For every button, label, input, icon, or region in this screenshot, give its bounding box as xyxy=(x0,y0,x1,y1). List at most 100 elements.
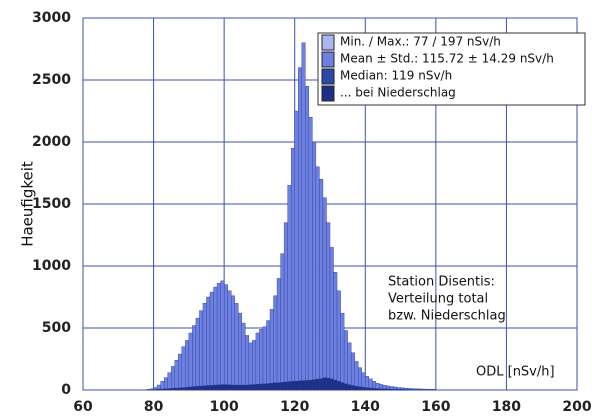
bar xyxy=(160,381,165,391)
bar xyxy=(206,296,211,391)
bar-series xyxy=(266,383,271,391)
legend-label: Min. / Max.: 77 / 197 nSv/h xyxy=(340,35,501,49)
bar-series xyxy=(368,387,373,391)
bar xyxy=(319,178,324,391)
bar xyxy=(230,295,235,391)
bar-series xyxy=(372,388,377,391)
y-axis-label: Haeufigkeit xyxy=(19,161,37,247)
bar-series xyxy=(287,381,292,391)
bar xyxy=(223,284,228,391)
bar xyxy=(298,67,302,391)
y-tick-label: 3000 xyxy=(32,10,71,26)
bar xyxy=(185,340,190,391)
bar xyxy=(301,42,306,391)
bar-series xyxy=(280,382,285,391)
bar xyxy=(273,295,278,391)
bar xyxy=(216,283,221,391)
bar-series xyxy=(340,382,345,391)
bar-series xyxy=(195,386,200,391)
x-tick-label: 140 xyxy=(351,399,380,415)
bar-series xyxy=(305,380,310,391)
bar xyxy=(192,325,197,391)
legend-swatch xyxy=(321,85,335,102)
bar xyxy=(227,290,232,391)
bar xyxy=(255,332,260,391)
y-tick-label: 1500 xyxy=(32,196,71,212)
bar xyxy=(294,110,299,391)
x-tick-label: 60 xyxy=(73,399,93,415)
bar-series xyxy=(220,384,225,391)
bar xyxy=(326,222,331,391)
legend-label: Median: 119 nSv/h xyxy=(340,69,452,83)
bar-series xyxy=(308,379,313,391)
legend-box xyxy=(317,32,586,106)
bar xyxy=(308,116,313,391)
bar-series xyxy=(234,384,239,391)
bar-series xyxy=(252,384,257,391)
bar-series xyxy=(358,386,362,391)
bar-series xyxy=(238,384,242,391)
bar-series xyxy=(276,382,281,391)
bar xyxy=(262,326,267,391)
bar-series xyxy=(386,388,391,391)
bar-series xyxy=(262,383,267,391)
bar xyxy=(340,312,345,391)
bar-series xyxy=(160,388,165,391)
legend-swatch xyxy=(321,68,335,85)
bar-series xyxy=(174,387,179,391)
bar-series xyxy=(290,381,295,391)
bar xyxy=(213,286,218,391)
x-tick-label: 100 xyxy=(210,399,239,415)
bar xyxy=(245,335,250,391)
bar-series xyxy=(382,388,387,391)
bar-series xyxy=(273,382,278,391)
bar-series xyxy=(312,379,317,391)
bar-series xyxy=(241,384,246,391)
annotation: Verteilung total xyxy=(388,292,488,307)
bar-series xyxy=(375,388,380,391)
bar-series xyxy=(156,389,161,391)
bar xyxy=(202,303,207,391)
bar-series xyxy=(202,385,207,391)
bar-series xyxy=(181,387,186,391)
bar-series xyxy=(283,381,288,391)
bar-series xyxy=(269,382,274,391)
bar-series xyxy=(209,385,214,391)
bar xyxy=(343,330,348,391)
bar xyxy=(167,372,172,391)
bar-series xyxy=(396,389,401,391)
bar xyxy=(174,360,179,391)
bar xyxy=(163,377,168,391)
bar-series xyxy=(301,380,306,391)
bar-series xyxy=(294,380,299,391)
bar-series xyxy=(216,384,221,391)
bar-series xyxy=(178,387,182,391)
bar xyxy=(178,353,182,391)
bar xyxy=(336,290,341,391)
bar xyxy=(238,312,242,391)
bar xyxy=(266,320,271,391)
bar-series xyxy=(379,388,384,391)
bar xyxy=(315,166,320,391)
bar-series xyxy=(400,389,405,391)
bar xyxy=(171,366,175,391)
bar-series xyxy=(163,388,168,391)
x-tick-label: 120 xyxy=(280,399,309,415)
annotation: bzw. Niederschlag xyxy=(388,309,506,324)
bar xyxy=(350,352,355,391)
bar-series xyxy=(350,385,355,391)
y-tick-label: 2500 xyxy=(32,72,71,88)
bar-series xyxy=(255,384,260,391)
bar-series xyxy=(393,389,398,391)
x-tick-label: 180 xyxy=(492,399,521,415)
bar xyxy=(287,185,292,391)
bar-series xyxy=(343,383,348,391)
y-tick-label: 2000 xyxy=(32,134,71,150)
bar-series xyxy=(329,378,334,391)
bar-series xyxy=(245,384,250,391)
bar-series xyxy=(192,386,197,391)
bar xyxy=(347,342,352,391)
bar xyxy=(220,280,225,391)
bar xyxy=(283,222,288,391)
bar xyxy=(312,141,317,391)
